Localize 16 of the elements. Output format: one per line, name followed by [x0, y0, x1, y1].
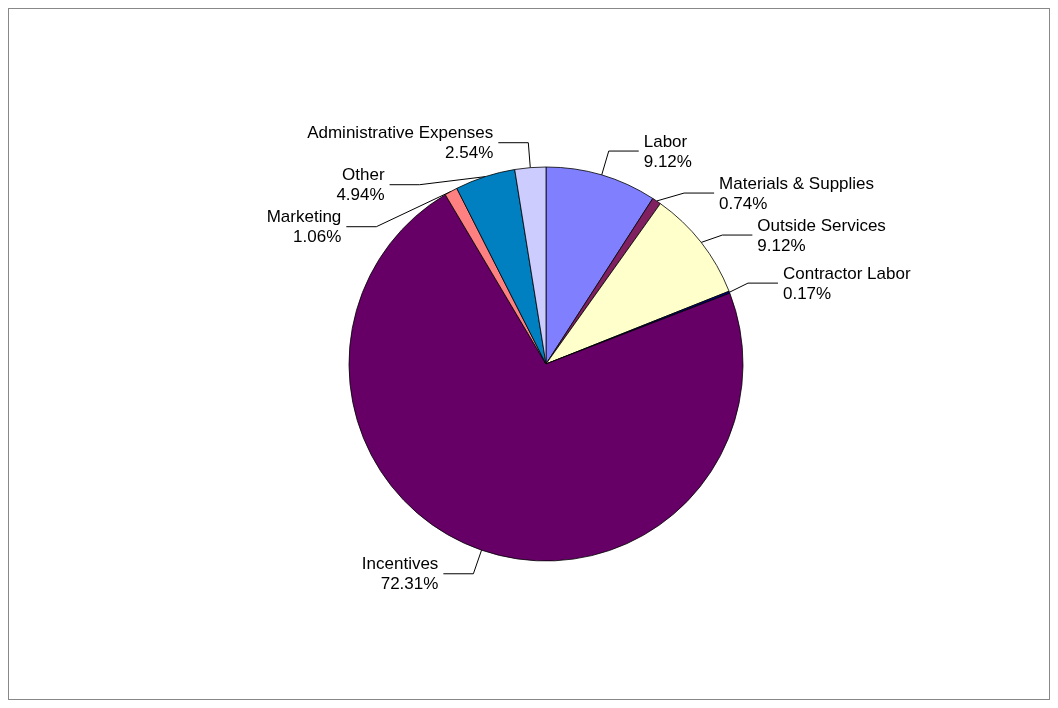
- data-label: 1.06%: [293, 227, 342, 247]
- data-label: 9.12%: [757, 235, 806, 255]
- slice-label: Marketing: [266, 207, 342, 227]
- data-label: 2.54%: [445, 143, 494, 163]
- slice-label: Outside Services: [757, 215, 886, 235]
- slice-label: Contractor Labor: [782, 263, 911, 283]
- slice-label: Labor: [643, 131, 688, 151]
- slice-label: Administrative Expenses: [307, 123, 494, 143]
- slice-label: Other: [342, 165, 385, 185]
- slice-label: Incentives: [361, 554, 439, 574]
- data-label: 9.12%: [643, 151, 692, 171]
- data-label: 4.94%: [336, 185, 385, 205]
- data-label: 0.17%: [782, 283, 832, 303]
- data-label: 72.31%: [380, 574, 439, 594]
- data-label: 0.74%: [719, 193, 768, 213]
- slice-label: Materials & Supplies: [719, 173, 875, 193]
